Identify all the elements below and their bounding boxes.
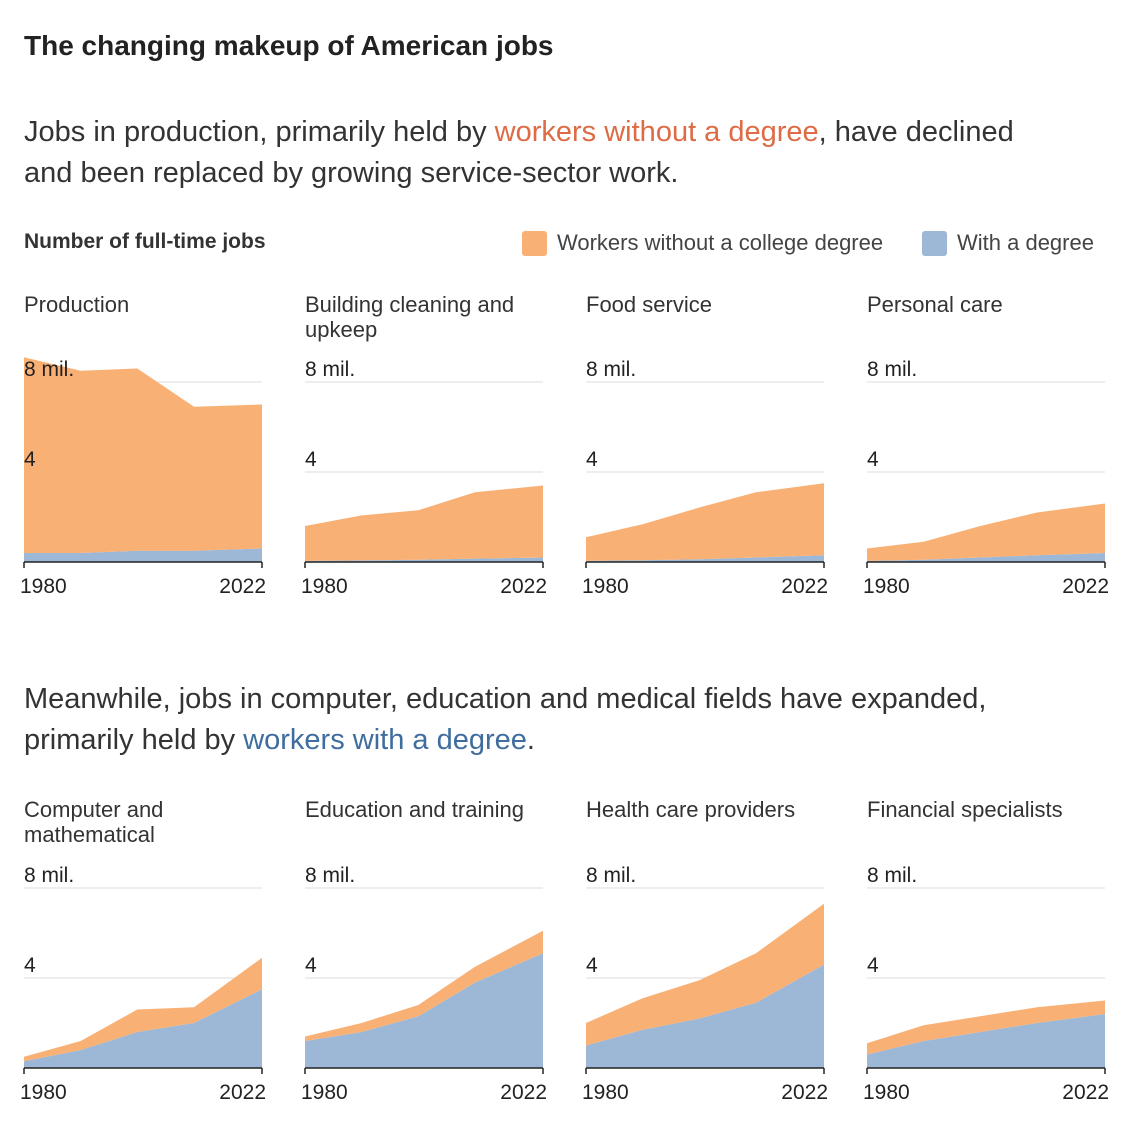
area xyxy=(586,964,824,1068)
panel-title: Education and training xyxy=(305,797,524,822)
lead-2: Meanwhile, jobs in computer, education a… xyxy=(24,679,1024,761)
area xyxy=(867,1014,1105,1068)
y-tick-label: 8 mil. xyxy=(867,358,917,381)
y-axis-label: Number of full-time jobs xyxy=(24,230,266,253)
panel-title: Production xyxy=(24,292,130,317)
area xyxy=(24,357,262,553)
y-tick-label: 8 mil. xyxy=(586,864,636,887)
x-tick-label: 1980 xyxy=(20,575,67,598)
x-tick-label: 1980 xyxy=(301,1081,348,1104)
lead-text: Meanwhile, jobs in computer, education a… xyxy=(24,683,987,756)
legend-label: Workers without a college degree xyxy=(557,230,884,255)
area xyxy=(305,485,543,561)
lead-1: Jobs in production, primarily held by wo… xyxy=(24,112,1024,194)
page-title: The changing makeup of American jobs xyxy=(24,30,554,61)
y-tick-label: 4 xyxy=(24,448,36,471)
area xyxy=(24,989,262,1068)
y-tick-label: 8 mil. xyxy=(305,358,355,381)
y-tick-label: 4 xyxy=(24,954,36,977)
x-tick-label: 1980 xyxy=(863,575,910,598)
area xyxy=(24,548,262,562)
x-tick-label: 2022 xyxy=(500,1081,547,1104)
area xyxy=(867,1000,1105,1055)
area xyxy=(586,903,824,1046)
y-tick-label: 4 xyxy=(867,448,879,471)
y-tick-label: 8 mil. xyxy=(586,358,636,381)
panel-title: Personal care xyxy=(867,292,1003,317)
x-tick-label: 2022 xyxy=(781,575,828,598)
y-tick-label: 4 xyxy=(305,448,317,471)
x-tick-label: 2022 xyxy=(219,575,266,598)
y-tick-label: 8 mil. xyxy=(24,864,74,887)
legend-label: With a degree xyxy=(957,230,1094,255)
area xyxy=(586,555,824,562)
area xyxy=(867,553,1105,562)
x-tick-label: 1980 xyxy=(20,1081,67,1104)
x-tick-label: 1980 xyxy=(582,575,629,598)
lead-text: . xyxy=(526,724,535,756)
panel-title: Food service xyxy=(586,292,712,317)
x-tick-label: 2022 xyxy=(1062,1081,1109,1104)
y-tick-label: 4 xyxy=(305,954,317,977)
panel-title: Health care providers xyxy=(586,797,796,822)
area xyxy=(867,503,1105,561)
x-tick-label: 1980 xyxy=(582,1081,629,1104)
legend-swatch xyxy=(522,231,547,256)
lead-highlight: workers with a degree xyxy=(243,724,527,756)
panel-title: Computer and mathematical xyxy=(24,797,164,847)
area xyxy=(24,957,262,1062)
x-tick-label: 2022 xyxy=(219,1081,266,1104)
x-tick-label: 1980 xyxy=(863,1081,910,1104)
lead-text: Jobs in production, primarily held by xyxy=(24,116,495,148)
area xyxy=(586,483,824,561)
y-tick-label: 8 mil. xyxy=(305,864,355,887)
lead-highlight: workers without a degree xyxy=(494,116,819,148)
y-tick-label: 4 xyxy=(867,954,879,977)
y-tick-label: 8 mil. xyxy=(24,358,74,381)
y-tick-label: 8 mil. xyxy=(867,864,917,887)
x-tick-label: 2022 xyxy=(1062,575,1109,598)
lead-text: , have declined and been replaced by gro… xyxy=(24,116,1014,189)
area xyxy=(305,557,543,562)
panel-title: Financial specialists xyxy=(867,797,1063,822)
legend-swatch xyxy=(922,231,947,256)
panel-title: Building cleaning and upkeep xyxy=(305,292,515,342)
x-tick-label: 1980 xyxy=(301,575,348,598)
x-tick-label: 2022 xyxy=(500,575,547,598)
area xyxy=(305,953,543,1068)
x-tick-label: 2022 xyxy=(781,1081,828,1104)
y-tick-label: 4 xyxy=(586,954,598,977)
y-tick-label: 4 xyxy=(586,448,598,471)
